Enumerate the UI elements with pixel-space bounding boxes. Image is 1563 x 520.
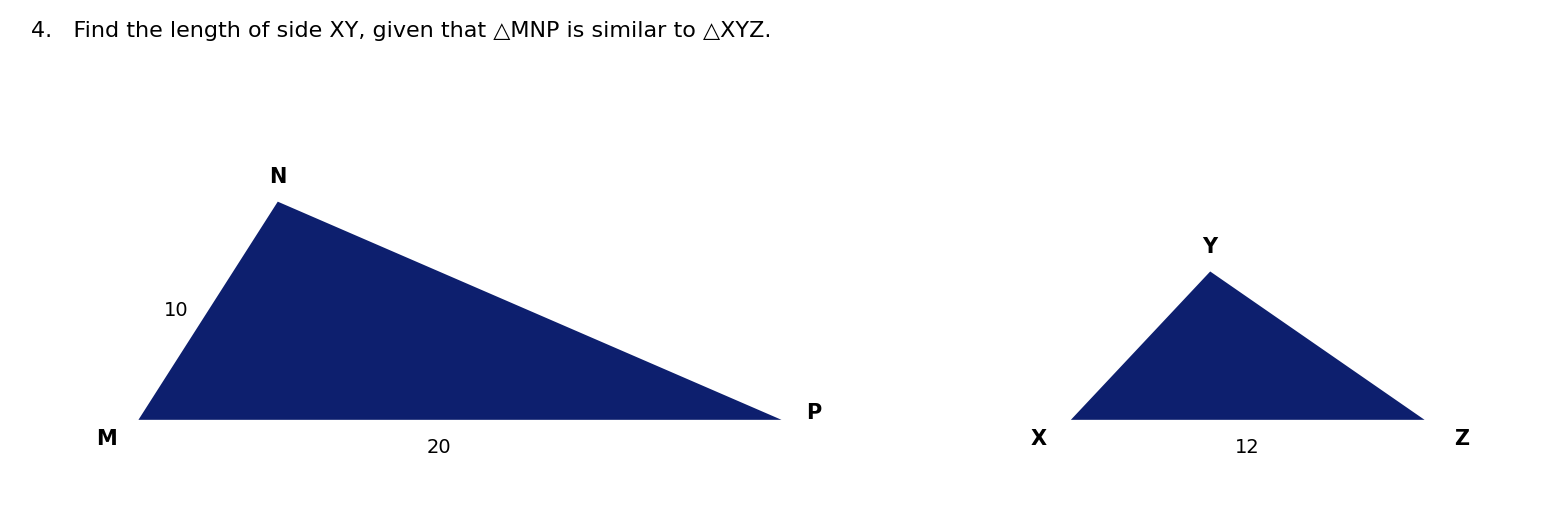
Text: X: X [1030, 429, 1047, 449]
Text: M: M [95, 429, 117, 449]
Text: 12: 12 [1235, 438, 1260, 457]
Text: 20: 20 [427, 438, 450, 457]
Polygon shape [1071, 271, 1424, 420]
Text: 4.   Find the length of side XY, given that △MNP is similar to △XYZ.: 4. Find the length of side XY, given tha… [31, 21, 772, 41]
Text: 10: 10 [164, 301, 188, 320]
Text: Y: Y [1202, 237, 1218, 257]
Text: Z: Z [1455, 429, 1469, 449]
Text: N: N [269, 167, 286, 187]
Polygon shape [139, 202, 782, 420]
Text: P: P [807, 403, 821, 423]
